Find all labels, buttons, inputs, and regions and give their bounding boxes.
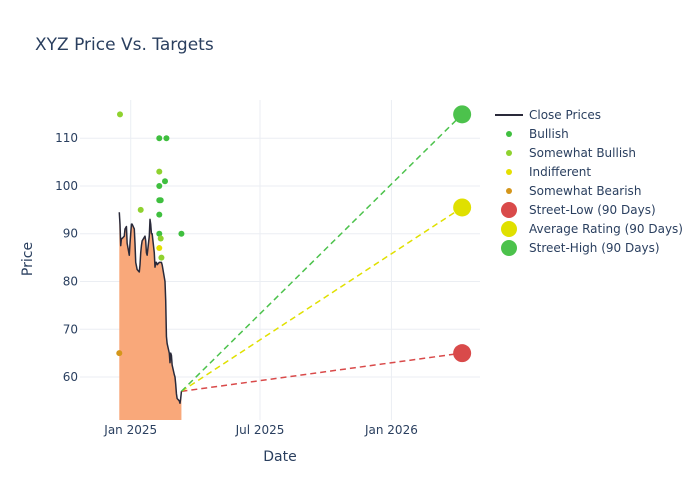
y-axis-title: Price: [20, 242, 36, 276]
somewhat-bullish-point: [137, 206, 144, 213]
legend-swatch-street-high-90-days: [501, 240, 517, 256]
legend-swatch-bullish: [506, 131, 512, 137]
rating-points: [116, 111, 185, 357]
legend-label-somewhat-bullish: Somewhat Bullish: [529, 146, 636, 160]
legend-label-street-high-90-days: Street-High (90 Days): [529, 241, 660, 255]
x-axis-ticks: Jan 2025 Jul 2025 Jan 2026: [103, 423, 418, 437]
target-lines: [180, 113, 463, 393]
y-tick-label: 60: [63, 370, 78, 384]
x-tick-label: Jul 2025: [235, 423, 285, 437]
legend-swatch-indifferent: [506, 169, 512, 175]
bullish-point: [156, 211, 163, 218]
bullish-point: [157, 197, 164, 204]
legend-label-street-low-90-days: Street-Low (90 Days): [529, 203, 656, 217]
bullish-point: [156, 135, 163, 142]
bullish-point: [163, 135, 170, 142]
y-tick-label: 80: [63, 274, 78, 288]
bullish-point: [156, 182, 163, 189]
x-axis-title: Date: [263, 449, 296, 465]
close-price-line-layer: [118, 212, 183, 405]
target-endpoints: [453, 105, 472, 363]
close-price-area: [119, 212, 182, 420]
average-rating-line: [181, 206, 463, 392]
y-tick-label: 100: [55, 179, 78, 193]
legend: Close Prices Bullish Somewhat Bullish Indif…: [495, 108, 683, 256]
somewhat-bullish-point: [156, 168, 163, 175]
legend-label-indifferent: Indifferent: [529, 165, 591, 179]
somewhat-bullish-point: [157, 235, 164, 242]
y-tick-label: 110: [55, 131, 78, 145]
close-price-line: [118, 212, 183, 405]
close-price-area-layer: [119, 212, 182, 420]
street-low-marker: [453, 344, 472, 363]
y-tick-label: 70: [63, 322, 78, 336]
chart-title: XYZ Price Vs. Targets: [35, 35, 214, 55]
legend-label-bullish: Bullish: [529, 127, 569, 141]
x-tick-label: Jan 2026: [364, 423, 418, 437]
somewhat-bullish-point: [117, 111, 123, 118]
average-rating-marker: [453, 198, 472, 217]
legend-label-somewhat-bearish: Somewhat Bearish: [529, 184, 641, 198]
bullish-point: [178, 230, 185, 237]
bullish-point: [156, 230, 163, 237]
y-axis-ticks: 60 70 80 90 100 110: [55, 131, 78, 384]
somewhat-bearish-point: [116, 350, 123, 357]
indifferent-point: [156, 245, 163, 252]
legend-swatch-street-low-90-days: [501, 202, 517, 218]
bullish-point: [162, 178, 168, 185]
legend-swatch-average-rating-90-days: [501, 221, 517, 237]
legend-label-close-prices: Close Prices: [529, 108, 601, 122]
street-low-line: [181, 352, 463, 393]
legend-swatch-somewhat-bullish: [506, 150, 512, 156]
street-high-marker: [453, 105, 472, 124]
somewhat-bullish-point: [158, 254, 165, 261]
street-high-line: [180, 113, 463, 392]
y-tick-label: 90: [63, 227, 78, 241]
x-tick-label: Jan 2025: [103, 423, 157, 437]
legend-label-average-rating-90-days: Average Rating (90 Days): [529, 222, 683, 236]
legend-swatch-somewhat-bearish: [506, 188, 512, 194]
